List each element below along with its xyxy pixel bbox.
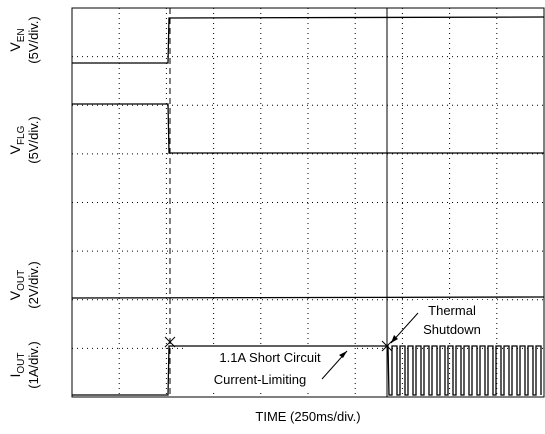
channel-subscript: OUT [16,270,27,291]
channel-symbol: V [7,42,23,52]
channel-label: VFLG [7,125,27,154]
channel-label: IOUT [7,353,27,378]
annotation: 1.1A Short Circuit [219,350,321,365]
channel-scale: (5V/div.) [26,116,41,163]
frame [71,7,545,398]
channel-subscript: FLG [16,125,27,145]
x-axis-label: TIME (250ms/div.) [255,409,360,424]
channel-label: VOUT [7,270,27,300]
annotation: Current-Limiting [214,372,306,387]
channel-symbol: I [7,374,23,378]
cross-markers [164,336,393,352]
arrowhead [339,351,347,358]
annotation: Shutdown [423,322,481,337]
channel-scale: (1A/div.) [26,341,41,388]
channel-scale: (2V/div.) [26,261,41,308]
annotation: Thermal [428,303,476,318]
ven-trace [72,16,545,64]
arrowhead [391,335,398,343]
channel-symbol: V [7,144,23,154]
channel-symbol: V [7,290,23,300]
vout-trace [71,296,545,299]
channel-scale: (5V/div.) [26,16,41,63]
iout-trace [72,345,542,396]
vflg-trace [72,103,544,154]
channel-subscript: OUT [16,353,27,374]
channel-subscript: EN [16,28,27,42]
channel-label: VEN [7,28,27,51]
annotation-bg [416,300,488,340]
channel-labels: VEN (5V/div.)VFLG (5V/div.)VOUT (2V/div.)IO… [7,16,41,388]
annotation-bg [186,347,354,389]
